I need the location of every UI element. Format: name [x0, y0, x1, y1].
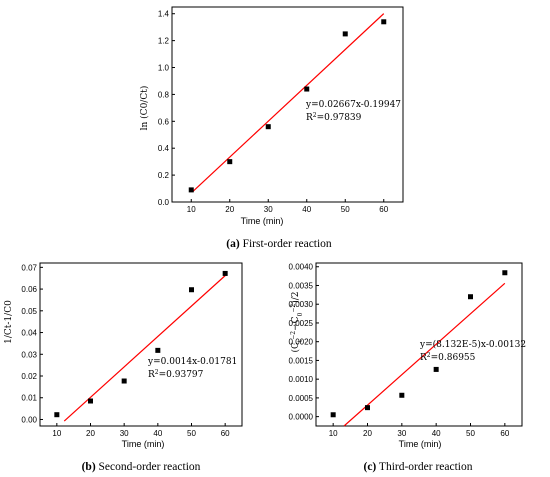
panel-c-x-tick-label: 20 — [363, 429, 372, 438]
panel-a-y-tick-label: 0.8 — [158, 90, 170, 99]
panel-a-axes: 10 20 30 40 50 60 0.0 0.2 0.4 0.6 0.8 1.0 1.2 1.4 — [158, 6, 404, 214]
panel-a-r-squared: R2=0.97839 — [306, 112, 362, 124]
panel-a-y-tick-label: 1.4 — [158, 10, 170, 19]
panel-a-data-point — [188, 187, 194, 193]
panel-b-data-point — [88, 398, 93, 404]
panel-b-y-tick-label: 0.04 — [21, 329, 37, 338]
panel-c-x-tick-label: 50 — [466, 429, 475, 438]
panel-b-x-tick-label: 20 — [86, 429, 95, 438]
panel-b-x-tick-label: 50 — [187, 429, 196, 438]
panel-b-y-axis-label: 1/Ct-1/C0 — [4, 300, 14, 344]
panel-b-y-tick-label: 0.05 — [21, 307, 37, 316]
panel-b-x-tick-label: 10 — [52, 429, 61, 438]
panel-a-data-point — [227, 159, 233, 165]
panel-a-data-point — [381, 19, 387, 25]
panel-c-y-tick-label: 0.0030 — [289, 300, 314, 309]
panel-b-plot-frame — [39, 262, 243, 427]
panel-b-x-axis-label: Time (min) — [122, 439, 165, 449]
panel-b-data-point — [222, 270, 228, 276]
panel-b-second-order: 10 20 30 40 50 60 0.00 0.01 0.02 0.03 0.04 0.05 0.06… — [4, 262, 243, 473]
panel-a-x-axis-label: Time (min) — [241, 216, 284, 226]
panel-c-y-tick-label: 0.0025 — [289, 319, 314, 328]
panel-c-y-tick-label: 0.0010 — [289, 375, 314, 384]
panel-c-x-tick-label: 10 — [329, 429, 338, 438]
panel-c-data-point — [502, 270, 508, 276]
panel-c-y-tick-label: 0.0020 — [289, 338, 314, 347]
panel-a-y-tick-label: 0.6 — [158, 117, 170, 126]
panel-c-y-tick-label: 0.0005 — [289, 394, 314, 403]
panel-c-y-axis-label: (Ct−2−C0−2)/2 — [290, 291, 304, 352]
panel-a-x-tick-label: 40 — [302, 205, 311, 214]
panel-a-x-tick-label: 50 — [341, 205, 350, 214]
panel-c-fit-line — [343, 282, 506, 427]
panel-a-y-tick-label: 1.2 — [158, 37, 170, 46]
panel-a-x-tick-label: 60 — [379, 205, 388, 214]
panel-a-caption: (a) First-order reaction — [226, 238, 332, 250]
panel-c-caption: (c) Third-order reaction — [364, 461, 473, 473]
panel-a-plot-frame — [171, 6, 404, 203]
panel-c-data-point — [365, 405, 370, 411]
panel-a-equation: y=0.02667x-0.19947 — [305, 100, 401, 110]
panel-b-equation: y=0.0014x-0.01781 — [147, 357, 237, 367]
panel-b-y-tick-label: 0.06 — [21, 285, 37, 294]
panel-c-x-tick-label: 40 — [432, 429, 441, 438]
panel-a-x-tick-label: 10 — [187, 205, 196, 214]
panel-b-y-tick-label: 0.00 — [21, 415, 37, 424]
panel-a-first-order: 10 20 30 40 50 60 0.0 0.2 0.4 0.6 0.8 1.0 1.2 1.4 y=0… — [139, 6, 404, 250]
panel-a-x-tick-label: 30 — [264, 205, 273, 214]
panel-a-data-point — [265, 124, 271, 130]
panel-a-y-tick-label: 0.2 — [158, 171, 170, 180]
panel-c-data-point — [433, 366, 439, 372]
panel-b-data-point — [189, 287, 194, 293]
panel-a-x-tick-label: 20 — [225, 205, 234, 214]
panel-b-caption: (b) Second-order reaction — [82, 461, 201, 473]
panel-c-y-tick-label: 0.0040 — [289, 263, 314, 272]
panel-a-data-point — [304, 86, 310, 92]
panel-c-r-squared: R2=0.86955 — [420, 352, 476, 364]
panel-b-x-tick-label: 60 — [221, 429, 230, 438]
panel-a-y-tick-label: 1.0 — [158, 64, 170, 73]
panel-b-y-tick-label: 0.01 — [21, 394, 37, 403]
panel-b-data-point — [121, 378, 127, 384]
panel-a-data-point — [342, 31, 348, 37]
panel-b-x-tick-label: 30 — [120, 429, 129, 438]
panel-a-y-tick-label: 0.0 — [158, 198, 170, 207]
panel-b-data-point — [54, 412, 60, 418]
panel-b-x-tick-label: 40 — [153, 429, 162, 438]
panel-c-x-tick-label: 30 — [397, 429, 406, 438]
panel-b-fit-line — [63, 275, 226, 422]
panel-c-y-tick-label: 0.0015 — [289, 356, 314, 365]
panel-c-data-point — [399, 392, 405, 398]
panel-b-y-tick-label: 0.03 — [21, 350, 37, 359]
panel-c-axes: 10 20 30 40 50 60 0.0000 0.0005 0.0010 0.0015 0.00… — [289, 262, 523, 438]
panel-c-y-tick-label: 0.0000 — [289, 413, 314, 422]
panel-b-r-squared: R2=0.93797 — [148, 369, 204, 381]
panel-a-y-axis-label: ln (C0/Ct) — [139, 86, 150, 131]
panel-c-equation: y=(8.132E-5)x-0.00132 — [419, 339, 526, 350]
panel-a-y-tick-label: 0.4 — [158, 144, 170, 153]
panel-b-y-tick-label: 0.02 — [21, 372, 37, 381]
panel-c-y-tick-label: 0.0035 — [289, 281, 314, 290]
panel-a-fit-line — [192, 13, 385, 192]
panel-b-y-tick-label: 0.07 — [21, 263, 37, 272]
panel-c-data-point — [330, 412, 336, 418]
panel-b-data-point — [155, 347, 161, 353]
panel-c-x-axis-label: Time (min) — [399, 439, 442, 449]
panel-c-plot-frame — [315, 262, 523, 427]
panel-c-third-order: 10 20 30 40 50 60 0.0000 0.0005 0.0010 0.0015 0.00… — [289, 262, 526, 473]
panel-c-data-point — [468, 294, 473, 300]
panel-c-x-tick-label: 60 — [500, 429, 509, 438]
panel-b-axes: 10 20 30 40 50 60 0.00 0.01 0.02 0.03 0.04 0.05 0.06… — [21, 262, 243, 438]
